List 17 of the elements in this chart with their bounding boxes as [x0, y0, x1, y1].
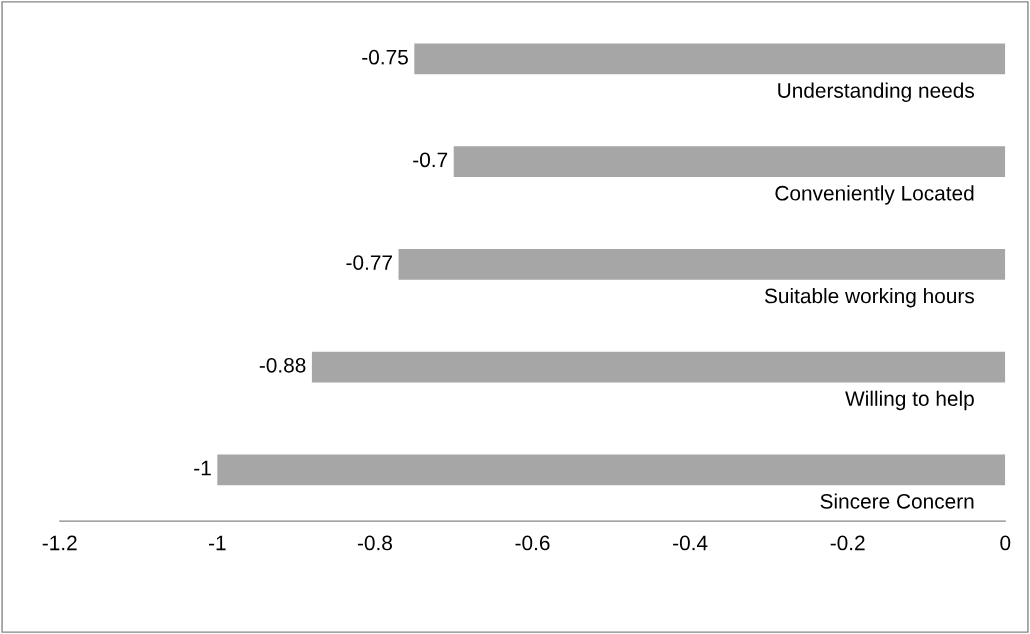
y-tick-label: Understanding needs [778, 82, 974, 103]
data-label: -1 [194, 460, 211, 476]
x-tick-label: -0.6 [515, 535, 550, 551]
y-tick-label: Willing to help [845, 390, 974, 411]
data-label: -0.75 [362, 49, 408, 65]
x-tick-label: -0.4 [673, 535, 708, 551]
y-tick-label: Sincere Concern [820, 493, 974, 509]
data-label: -0.7 [413, 152, 448, 168]
data-label: -0.77 [346, 255, 392, 270]
x-tick-label: -0.2 [830, 535, 865, 551]
x-tick-label: -1.2 [42, 535, 77, 551]
x-tick-label: 0 [1000, 535, 1011, 551]
y-tick-label: Conveniently Located [775, 185, 974, 205]
x-tick-label: -1 [208, 535, 226, 551]
data-label: -0.88 [259, 357, 306, 373]
x-tick-label: -0.8 [357, 535, 392, 551]
y-tick-label: Suitable working hours [764, 288, 974, 308]
